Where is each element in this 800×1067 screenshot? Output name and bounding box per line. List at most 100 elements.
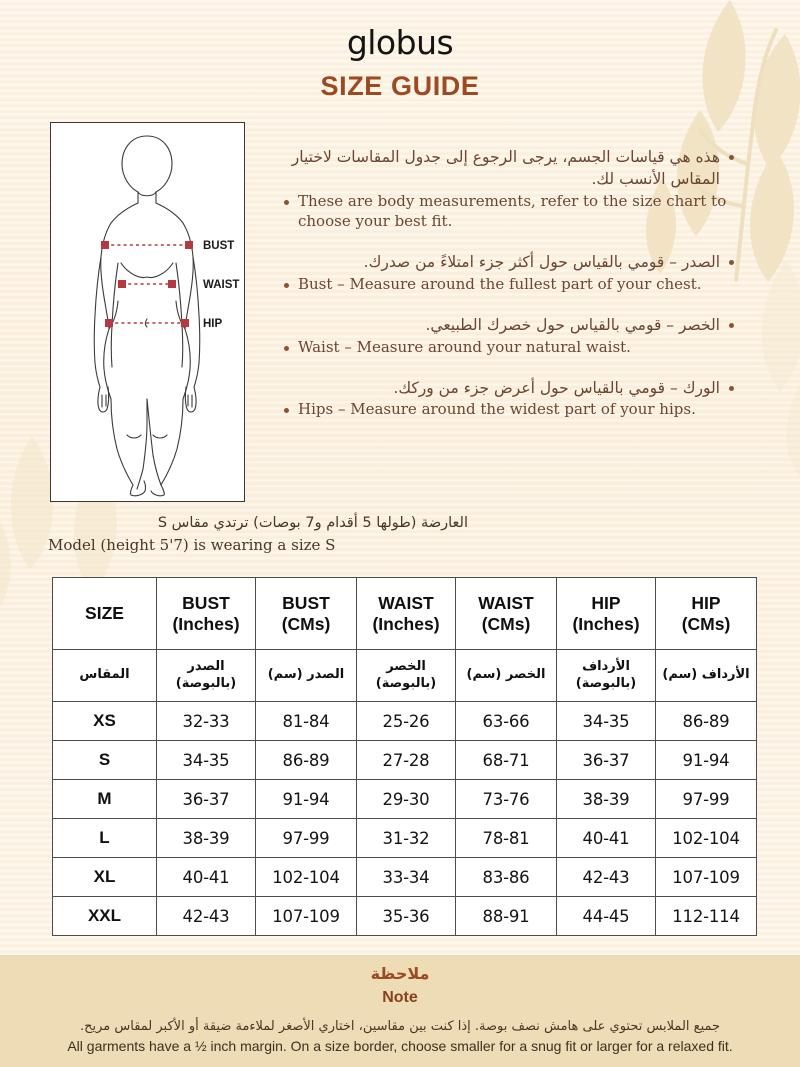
header-bust-cms: BUST (CMs): [255, 577, 357, 650]
cell-hip-in: 38-39: [556, 779, 656, 819]
bullet-icon: [284, 282, 289, 288]
note-title-en: Note: [382, 988, 418, 1006]
table-body: المقاس الصدر (بالبوصة) الصدر (سم) الخصر …: [52, 649, 757, 936]
cell-hip-cm: 107-109: [655, 857, 757, 897]
cell-bust-cm: 107-109: [255, 896, 357, 936]
bullet-icon: [729, 260, 734, 266]
cell-hip-cm: 97-99: [655, 779, 757, 819]
female-body-diagram: BUST WAIST HIP: [93, 135, 239, 497]
table-row: XS 32-33 81-84 25-26 63-66 34-35 86-89: [52, 701, 757, 741]
size-chart: SIZE BUST (Inches) BUST (CMs) WAIST (Inc…: [52, 577, 757, 936]
table-row: XL 40-41 102-104 33-34 83-86 42-43 107-1…: [52, 857, 757, 897]
cell-hip-cm: 86-89: [655, 701, 757, 741]
model-caption-en: Model (height 5'7) is wearing a size S: [48, 535, 336, 554]
instruction-group-waist: الخصر – قومي بالقياس حول خصرك الطبيعي. W…: [284, 314, 734, 357]
cell-bust-cm: 86-89: [255, 740, 357, 780]
instruction-en: Waist – Measure around your natural wais…: [284, 337, 734, 357]
cell-waist-in: 31-32: [356, 818, 456, 858]
cell-bust-cm: 91-94: [255, 779, 357, 819]
bust-measure-line: [101, 241, 193, 249]
cell-bust-cm: 97-99: [255, 818, 357, 858]
hip-label: HIP: [203, 318, 223, 330]
bullet-icon: [729, 155, 734, 160]
header-waist-cms: WAIST (CMs): [455, 577, 557, 650]
page-title: SIZE GUIDE: [320, 70, 480, 101]
instruction-ar: الورك – قومي بالقياس حول أعرض جزء من ورك…: [284, 377, 734, 399]
cell-size: S: [52, 740, 157, 780]
cell-bust-in: 38-39: [156, 818, 256, 858]
note-section: ملاحظة Note جميع الملابس تحتوي على هامش …: [0, 955, 800, 1067]
cell-hip-cm: 102-104: [655, 818, 757, 858]
cell-hip-in: 34-35: [556, 701, 656, 741]
header-ar-waist-inches: الخصر (بالبوصة): [356, 649, 456, 702]
cell-waist-in: 35-36: [356, 896, 456, 936]
cell-waist-cm: 68-71: [455, 740, 557, 780]
instruction-en: Hips – Measure around the widest part of…: [284, 399, 734, 419]
instruction-ar: الخصر – قومي بالقياس حول خصرك الطبيعي.: [284, 314, 734, 336]
header-size: SIZE: [52, 577, 157, 650]
cell-bust-in: 42-43: [156, 896, 256, 936]
instruction-group-general: هذه هي قياسات الجسم، يرجى الرجوع إلى جدو…: [284, 146, 734, 231]
waist-measure-line: [118, 280, 176, 288]
cell-hip-in: 36-37: [556, 740, 656, 780]
instruction-group-bust: الصدر – قومي بالقياس حول أكثر جزء امتلاء…: [284, 251, 734, 294]
header-ar-waist-cms: الخصر (سم): [455, 649, 557, 702]
page-header: globus SIZE GUIDE: [0, 23, 800, 102]
model-caption-ar: العارضة (طولها 5 أقدام و7 بوصات) ترتدي م…: [157, 515, 468, 531]
size-chart-table: SIZE BUST (Inches) BUST (CMs) WAIST (Inc…: [52, 577, 757, 936]
instruction-en: Bust – Measure around the fullest part o…: [284, 274, 734, 294]
bullet-icon: [729, 385, 734, 391]
bullet-icon: [284, 408, 289, 414]
instruction-ar: هذه هي قياسات الجسم، يرجى الرجوع إلى جدو…: [284, 146, 734, 191]
cell-hip-cm: 112-114: [655, 896, 757, 936]
cell-hip-in: 44-45: [556, 896, 656, 936]
bullet-icon: [729, 323, 734, 329]
brand-logo: globus: [346, 23, 454, 62]
bullet-icon: [284, 345, 289, 351]
cell-bust-in: 34-35: [156, 740, 256, 780]
model-caption: العارضة (طولها 5 أقدام و7 بوصات) ترتدي م…: [48, 514, 468, 555]
header-bust-inches: BUST (Inches): [156, 577, 256, 650]
cell-size: XS: [52, 701, 157, 741]
header-ar-size: المقاس: [52, 649, 157, 702]
cell-bust-cm: 102-104: [255, 857, 357, 897]
instruction-group-hips: الورك – قومي بالقياس حول أعرض جزء من ورك…: [284, 377, 734, 420]
header-hip-inches: HIP (Inches): [556, 577, 656, 650]
cell-bust-in: 32-33: [156, 701, 256, 741]
header-waist-inches: WAIST (Inches): [356, 577, 456, 650]
table-row: L 38-39 97-99 31-32 78-81 40-41 102-104: [52, 818, 757, 858]
cell-waist-in: 27-28: [356, 740, 456, 780]
cell-bust-cm: 81-84: [255, 701, 357, 741]
cell-size: XL: [52, 857, 157, 897]
bust-label: BUST: [203, 240, 234, 252]
cell-size: XXL: [52, 896, 157, 936]
cell-hip-in: 42-43: [556, 857, 656, 897]
table-row: S 34-35 86-89 27-28 68-71 36-37 91-94: [52, 740, 757, 780]
waist-label: WAIST: [203, 279, 239, 291]
note-body-ar: جميع الملابس تحتوي على هامش نصف بوصة. إذ…: [79, 1018, 721, 1034]
instruction-ar: الصدر – قومي بالقياس حول أكثر جزء امتلاء…: [284, 251, 734, 273]
cell-waist-in: 33-34: [356, 857, 456, 897]
cell-waist-cm: 63-66: [455, 701, 557, 741]
bullet-icon: [284, 199, 289, 205]
table-row: M 36-37 91-94 29-30 73-76 38-39 97-99: [52, 779, 757, 819]
cell-waist-in: 25-26: [356, 701, 456, 741]
cell-hip-cm: 91-94: [655, 740, 757, 780]
measurement-instructions: هذه هي قياسات الجسم، يرجى الرجوع إلى جدو…: [284, 146, 734, 420]
model-figure-card: BUST WAIST HIP: [50, 122, 245, 502]
header-ar-hip-cms: الأرداف (سم): [655, 649, 757, 702]
note-title-ar: ملاحظة: [370, 964, 430, 983]
cell-waist-cm: 78-81: [455, 818, 557, 858]
cell-size: L: [52, 818, 157, 858]
header-ar-hip-inches: الأرداف (بالبوصة): [556, 649, 656, 702]
cell-bust-in: 36-37: [156, 779, 256, 819]
table-header-row-en: SIZE BUST (Inches) BUST (CMs) WAIST (Inc…: [52, 577, 757, 650]
instruction-en: These are body measurements, refer to th…: [284, 191, 734, 232]
cell-waist-cm: 88-91: [455, 896, 557, 936]
note-body-en: All garments have a ½ inch margin. On a …: [67, 1037, 733, 1054]
cell-bust-in: 40-41: [156, 857, 256, 897]
cell-waist-cm: 83-86: [455, 857, 557, 897]
header-hip-cms: HIP (CMs): [655, 577, 757, 650]
cell-waist-cm: 73-76: [455, 779, 557, 819]
cell-size: M: [52, 779, 157, 819]
